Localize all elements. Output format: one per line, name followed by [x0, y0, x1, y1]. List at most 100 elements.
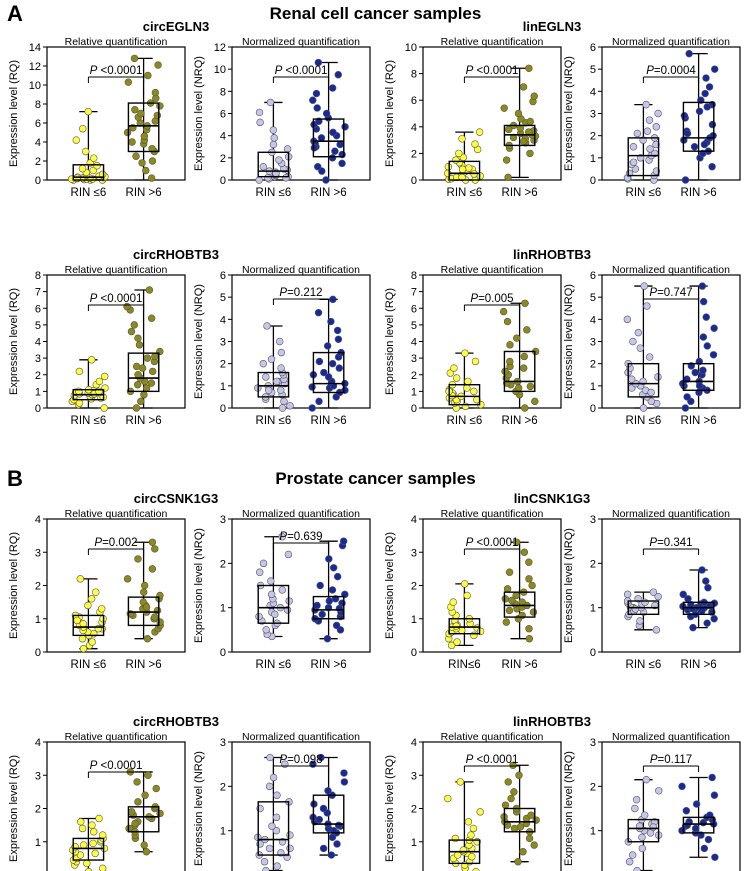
data-point — [458, 135, 466, 143]
data-point — [128, 808, 136, 816]
pvalue-value: =0.639 — [287, 531, 323, 543]
data-point — [286, 844, 294, 853]
gene-title: circCSNK1G3 — [134, 491, 219, 506]
y-tick-label: 3 — [411, 770, 417, 782]
data-point — [275, 156, 283, 164]
data-point — [516, 124, 525, 132]
chart-a2: Normalized quantification 0 2 4 6 8 10 12 Expres… — [193, 36, 371, 199]
data-point — [333, 840, 341, 848]
data-point — [144, 71, 152, 80]
data-point — [681, 176, 690, 184]
data-point — [683, 393, 691, 401]
data-point — [469, 824, 478, 833]
data-point — [703, 342, 711, 350]
data-point — [128, 138, 136, 146]
y-axis-label: Expression level (NRQ) — [563, 751, 575, 866]
y-tick-label: 2 — [220, 359, 226, 371]
y-tick-label: 2 — [220, 558, 226, 570]
data-point — [255, 176, 263, 184]
pvalue-label: P <0.0001 — [275, 65, 328, 77]
plot-frame — [601, 518, 741, 653]
data-point — [277, 348, 286, 357]
data-point — [501, 801, 510, 809]
y-tick-label: 12 — [29, 61, 41, 73]
data-point — [276, 337, 284, 346]
data-point — [331, 147, 339, 155]
chart-c4: Normalized quantification 0 1 2 3 Expression … — [563, 508, 741, 671]
data-point — [704, 835, 713, 844]
y-tick-label: 1 — [35, 386, 41, 398]
data-point — [527, 811, 535, 819]
data-point — [530, 92, 538, 100]
data-point — [516, 823, 525, 831]
data-point — [449, 598, 457, 606]
y-tick-label: 0 — [590, 647, 596, 659]
data-point — [156, 347, 164, 356]
data-point — [95, 387, 103, 396]
data-point — [453, 851, 462, 859]
y-tick-label: 1 — [220, 826, 226, 838]
data-point — [137, 109, 145, 118]
y-tick-label: 2 — [220, 781, 226, 793]
data-point — [450, 364, 458, 372]
box-iqr — [127, 806, 160, 833]
data-point — [323, 634, 332, 643]
data-point — [317, 753, 325, 762]
box-iqr — [503, 591, 536, 618]
data-point — [262, 373, 270, 381]
data-point — [137, 397, 145, 406]
data-point — [633, 866, 641, 871]
data-point — [629, 143, 638, 151]
data-point — [700, 844, 709, 853]
data-point — [269, 140, 278, 149]
y-axis-label: Expression level (RQ) — [8, 288, 20, 395]
data-point — [90, 828, 98, 836]
y-tick-label: 4 — [590, 314, 596, 326]
data-point — [151, 545, 159, 553]
y-tick-label: 5 — [35, 320, 41, 332]
y-tick-label: 0 — [220, 647, 226, 659]
data-point — [273, 377, 281, 386]
plot-frame — [231, 518, 371, 653]
data-point — [316, 581, 324, 590]
data-point — [132, 404, 141, 412]
data-point — [680, 112, 689, 120]
data-point — [93, 162, 101, 170]
y-tick-label: 1 — [35, 837, 41, 849]
y-tick-label: 0 — [411, 403, 417, 415]
data-point — [711, 853, 719, 861]
pvalue-label: P=0.341 — [649, 537, 692, 549]
y-tick-label: 0 — [590, 403, 596, 415]
pvalue-label: P=0.117 — [650, 754, 692, 766]
data-point — [636, 344, 644, 352]
data-point — [147, 174, 156, 182]
panel-label: Normalized quantification — [242, 731, 360, 743]
data-point — [526, 382, 535, 391]
panel-label: Normalized quantification — [242, 264, 360, 276]
data-point — [134, 371, 142, 379]
data-point — [269, 126, 278, 134]
data-point — [518, 611, 526, 620]
y-tick-label: 2 — [590, 558, 596, 570]
y-tick-label: 5 — [590, 292, 596, 304]
data-point — [510, 788, 518, 796]
box-iqr — [257, 801, 290, 856]
y-tick-label: 3 — [220, 737, 226, 749]
y-axis-label: Expression level (RQ) — [8, 532, 20, 639]
data-point — [278, 404, 287, 412]
y-axis-label: Expression level (NRQ) — [193, 751, 205, 866]
data-point — [266, 98, 275, 107]
data-point — [124, 78, 133, 86]
pvalue-value: =0.747 — [657, 287, 693, 299]
data-point — [327, 851, 336, 859]
y-tick-label: 2 — [590, 781, 596, 793]
pvalue-label: P=0.747 — [649, 287, 692, 299]
data-point — [334, 335, 343, 343]
data-point — [705, 83, 714, 91]
pvalue-p: P — [649, 537, 657, 549]
data-point — [98, 831, 107, 839]
y-tick-label: 5 — [411, 320, 417, 332]
data-point — [328, 359, 337, 368]
data-point — [446, 369, 455, 377]
pvalue-p: P — [279, 287, 287, 299]
